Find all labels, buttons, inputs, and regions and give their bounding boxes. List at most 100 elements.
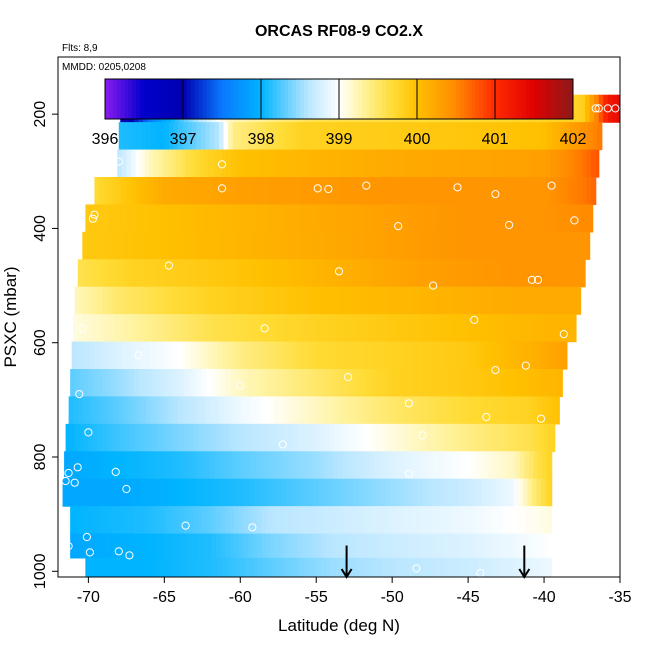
heat-cell <box>261 369 267 398</box>
colorbar-segment <box>479 79 484 119</box>
colorbar-segment <box>264 79 270 119</box>
heat-cell <box>366 506 372 535</box>
heat-cell <box>586 204 592 233</box>
colorbar-segment <box>498 79 504 119</box>
heat-cell <box>225 533 231 559</box>
heat-cell <box>191 259 197 288</box>
heat-cell <box>234 506 240 535</box>
heat-cell <box>249 341 255 370</box>
heat-cell <box>370 533 377 559</box>
heat-cell <box>301 396 307 425</box>
heat-cell <box>484 533 490 559</box>
heat-cell <box>446 451 452 480</box>
heat-cell <box>332 231 339 260</box>
heat-cell <box>375 423 381 452</box>
heat-cell <box>424 259 430 288</box>
colorbar-segment <box>342 79 348 119</box>
heat-cell <box>571 286 577 315</box>
colorbar-segment <box>272 79 278 119</box>
heat-cell <box>536 204 542 233</box>
heat-cell <box>565 259 571 288</box>
heat-cell <box>140 557 146 577</box>
heat-cell <box>563 177 569 206</box>
heat-cell <box>437 451 443 480</box>
heat-cell <box>287 451 293 480</box>
heat-cell <box>118 231 124 260</box>
heat-cell <box>115 533 121 559</box>
heat-cell <box>487 231 494 260</box>
heat-cell <box>408 341 415 370</box>
heat-cell <box>176 149 182 178</box>
heat-cell <box>530 369 536 398</box>
heat-cell <box>506 314 512 343</box>
heat-cell <box>475 533 481 559</box>
colorbar-segment <box>214 79 219 119</box>
heat-cell <box>448 506 454 535</box>
heat-cell <box>153 341 159 370</box>
heat-cell <box>153 149 159 178</box>
heat-cell <box>433 314 439 343</box>
heat-cell <box>440 478 446 507</box>
heat-cell <box>369 451 375 480</box>
heat-cell <box>480 533 486 559</box>
heat-cell <box>231 149 237 178</box>
heat-cell <box>577 204 583 233</box>
heat-cell <box>458 177 465 206</box>
heat-cell <box>94 177 100 206</box>
heat-cell <box>521 423 527 452</box>
data-point <box>122 484 131 494</box>
heat-cell <box>252 423 258 452</box>
data-point <box>521 361 530 370</box>
heat-cell <box>267 341 273 370</box>
heat-cell <box>433 259 439 288</box>
heat-cell <box>357 423 363 452</box>
heat-cell <box>358 204 364 233</box>
heat-cell <box>424 231 430 260</box>
heat-cell <box>281 478 287 507</box>
heat-cell <box>240 478 246 507</box>
colorbar-segment <box>268 79 274 119</box>
colorbar-segment <box>401 79 406 119</box>
heat-cell <box>143 533 149 559</box>
heat-cell <box>103 204 109 233</box>
heat-cell <box>211 286 217 315</box>
heat-cell <box>582 177 588 206</box>
heat-cell <box>308 149 314 178</box>
colorbar-segment <box>475 79 480 119</box>
heat-cell <box>364 451 370 480</box>
heat-cell <box>167 149 173 178</box>
heat-cell <box>219 231 225 260</box>
heat-cell <box>507 369 513 398</box>
heat-cell <box>582 204 588 233</box>
colorbar-segment <box>463 79 469 119</box>
heat-cell <box>487 396 494 425</box>
heat-cell <box>431 478 437 507</box>
heat-cell <box>310 396 316 425</box>
data-point <box>61 476 70 486</box>
heat-cell <box>472 341 478 370</box>
heat-cell <box>408 557 415 577</box>
heat-cell <box>291 231 298 260</box>
colorbar-segment <box>420 79 426 119</box>
heat-cell <box>174 506 181 535</box>
colorbar-segment <box>303 79 309 119</box>
heat-cell <box>522 177 528 206</box>
heat-cell <box>516 506 522 535</box>
heat-cell <box>281 341 287 370</box>
heat-cell <box>503 506 509 535</box>
heat-cell <box>500 177 506 206</box>
heat-cell <box>416 533 422 559</box>
heat-cell <box>304 478 310 507</box>
heat-cell <box>133 369 140 398</box>
heat-cell <box>316 533 322 559</box>
heat-cell <box>478 451 484 480</box>
heat-cell <box>190 177 196 206</box>
colorbar-segment <box>456 79 461 119</box>
heat-cell <box>384 506 390 535</box>
heat-cell <box>264 396 270 425</box>
heat-cell <box>569 314 576 343</box>
heat-cell <box>99 478 105 507</box>
heat-cell <box>460 451 466 480</box>
heat-cell <box>396 231 402 260</box>
colorbar-segment <box>315 79 320 119</box>
